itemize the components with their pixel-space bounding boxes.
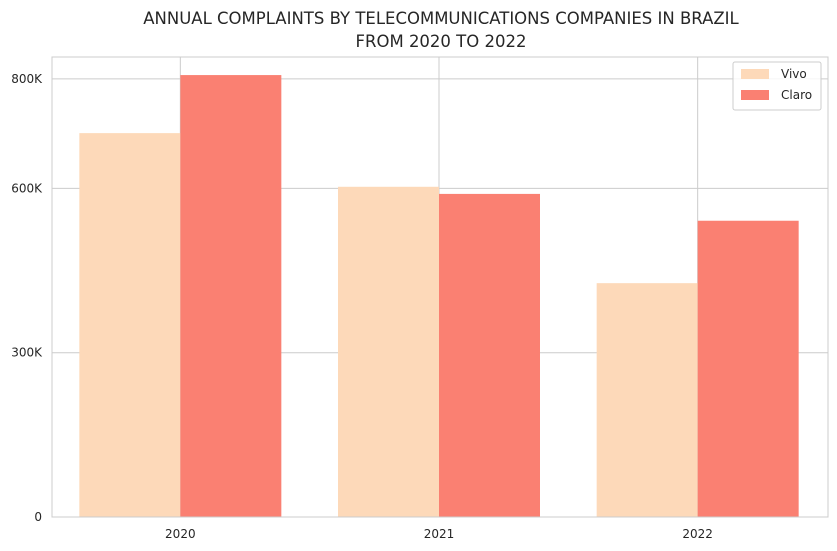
x-tick-label: 2022	[682, 527, 713, 541]
y-tick-label: 0	[34, 510, 42, 524]
bar-vivo-2021	[338, 186, 439, 518]
chart-title-line-1: ANNUAL COMPLAINTS BY TELECOMMUNICATIONS …	[143, 9, 739, 28]
plot-frame	[51, 56, 829, 518]
bar-claro-2020	[180, 75, 282, 518]
y-axis-ticks: 0 300K 600K 800K	[11, 72, 43, 524]
legend-label-claro: Claro	[781, 88, 812, 102]
y-tick-label: 800K	[11, 72, 43, 86]
bar-claro-2021	[439, 193, 540, 517]
legend-swatch-vivo	[741, 69, 769, 79]
chart-title-line-2: FROM 2020 TO 2022	[356, 32, 527, 51]
legend-label-vivo: Vivo	[781, 67, 807, 81]
bar-vivo-2020	[79, 133, 181, 517]
bar-vivo-2022	[596, 283, 698, 517]
x-tick-label: 2020	[165, 527, 196, 541]
bar-claro-2022	[697, 220, 799, 517]
y-tick-label: 300K	[11, 346, 43, 360]
bars	[79, 75, 799, 518]
x-tick-label: 2021	[424, 527, 455, 541]
x-axis-ticks: 2020 2021 2022	[165, 527, 713, 541]
chart-title: ANNUAL COMPLAINTS BY TELECOMMUNICATIONS …	[143, 9, 739, 51]
legend-swatch-claro	[741, 90, 769, 100]
y-tick-label: 600K	[11, 181, 43, 195]
legend: Vivo Claro	[732, 61, 822, 111]
